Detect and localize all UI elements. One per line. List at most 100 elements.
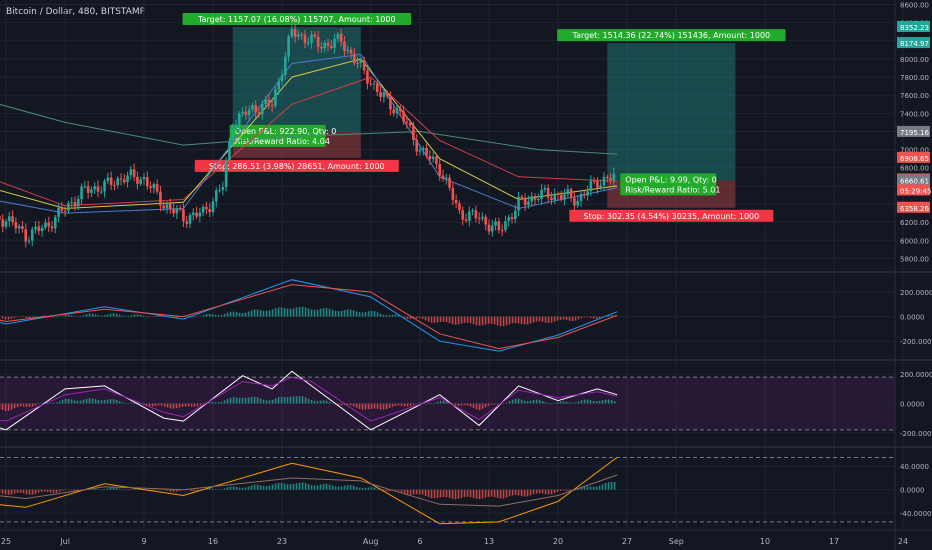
candle-body[interactable] [596, 180, 599, 188]
candle-body[interactable] [251, 105, 254, 110]
candle-body[interactable] [17, 226, 21, 229]
candle-body[interactable] [126, 175, 129, 183]
candle-body[interactable] [300, 34, 304, 36]
candle-body[interactable] [129, 169, 133, 176]
candle-body[interactable] [346, 49, 350, 51]
candle-body[interactable] [0, 215, 1, 220]
candle-body[interactable] [247, 109, 251, 116]
candle-body[interactable] [448, 177, 451, 188]
candle-body[interactable] [320, 47, 323, 49]
candle-body[interactable] [287, 36, 290, 57]
candle-body[interactable] [277, 81, 281, 90]
candle-body[interactable] [504, 220, 507, 231]
candle-body[interactable] [533, 196, 537, 200]
candle-body[interactable] [27, 240, 31, 242]
candle-body[interactable] [461, 210, 465, 220]
candle-body[interactable] [389, 96, 392, 110]
candle-body[interactable] [362, 60, 366, 71]
candle-body[interactable] [329, 45, 333, 48]
candle-body[interactable] [527, 201, 530, 206]
candle-body[interactable] [428, 156, 432, 160]
candle-body[interactable] [566, 189, 570, 195]
candle-body[interactable] [576, 200, 580, 206]
candle-body[interactable] [149, 186, 152, 189]
candle-body[interactable] [122, 179, 126, 183]
candle-body[interactable] [182, 209, 185, 222]
candle-body[interactable] [34, 226, 37, 230]
candle-body[interactable] [96, 186, 100, 192]
candle-body[interactable] [44, 222, 47, 228]
candle-body[interactable] [477, 218, 481, 220]
candle-body[interactable] [63, 210, 67, 212]
candle-body[interactable] [431, 156, 435, 160]
candle-body[interactable] [113, 184, 116, 186]
candle-body[interactable] [231, 129, 235, 142]
candle-body[interactable] [366, 70, 369, 84]
candle-body[interactable] [40, 227, 44, 232]
candle-body[interactable] [70, 202, 74, 204]
candle-body[interactable] [73, 202, 77, 207]
candle-body[interactable] [241, 111, 244, 114]
candle-body[interactable] [369, 83, 373, 85]
candle-body[interactable] [372, 83, 376, 85]
candle-body[interactable] [523, 198, 527, 206]
candle-body[interactable] [385, 92, 389, 97]
candle-body[interactable] [540, 189, 543, 199]
candle-body[interactable] [510, 217, 514, 220]
candle-body[interactable] [349, 49, 353, 54]
candle-body[interactable] [490, 225, 494, 232]
candle-body[interactable] [211, 201, 215, 213]
candle-body[interactable] [481, 216, 484, 219]
candle-body[interactable] [579, 193, 583, 201]
candle-body[interactable] [234, 125, 238, 130]
candle-body[interactable] [405, 121, 409, 123]
candle-body[interactable] [198, 212, 202, 217]
candle-body[interactable] [270, 105, 274, 107]
candle-body[interactable] [191, 212, 195, 216]
candle-body[interactable] [392, 109, 396, 114]
candle-body[interactable] [356, 62, 359, 64]
candle-body[interactable] [408, 122, 412, 126]
candle-body[interactable] [274, 89, 277, 107]
candle-body[interactable] [500, 230, 504, 232]
candle-body[interactable] [297, 34, 300, 37]
candle-body[interactable] [185, 221, 189, 224]
candle-body[interactable] [609, 177, 612, 181]
candle-body[interactable] [14, 222, 18, 229]
candle-body[interactable] [375, 83, 379, 92]
candle-body[interactable] [76, 199, 80, 207]
candle-body[interactable] [60, 207, 64, 211]
candle-body[interactable] [484, 216, 488, 225]
candle-body[interactable] [520, 196, 524, 199]
candle-body[interactable] [90, 189, 93, 193]
candle-body[interactable] [582, 193, 586, 196]
candle-body[interactable] [398, 108, 402, 112]
candle-body[interactable] [589, 180, 593, 192]
candle-body[interactable] [218, 189, 221, 191]
candle-body[interactable] [116, 178, 120, 186]
candle-body[interactable] [195, 212, 198, 217]
candle-body[interactable] [402, 111, 405, 122]
candle-body[interactable] [254, 105, 258, 113]
candle-body[interactable] [487, 224, 491, 232]
candle-body[interactable] [1, 219, 5, 227]
candle-body[interactable] [343, 41, 346, 51]
candle-body[interactable] [93, 186, 97, 190]
candle-body[interactable] [313, 34, 317, 37]
candle-body[interactable] [451, 187, 455, 200]
candle-body[interactable] [605, 176, 609, 178]
candle-body[interactable] [333, 38, 336, 48]
candle-body[interactable] [339, 33, 343, 42]
candle-body[interactable] [513, 210, 517, 220]
candle-body[interactable] [21, 226, 24, 230]
position-target-zone[interactable] [607, 43, 736, 181]
macd-pane[interactable] [0, 279, 895, 352]
candle-body[interactable] [80, 186, 83, 200]
candle-body[interactable] [412, 125, 415, 140]
candle-body[interactable] [221, 187, 225, 190]
candle-body[interactable] [103, 180, 106, 192]
candle-body[interactable] [228, 141, 231, 161]
candle-body[interactable] [106, 177, 110, 181]
lower-oscillator-pane[interactable] [0, 456, 895, 525]
